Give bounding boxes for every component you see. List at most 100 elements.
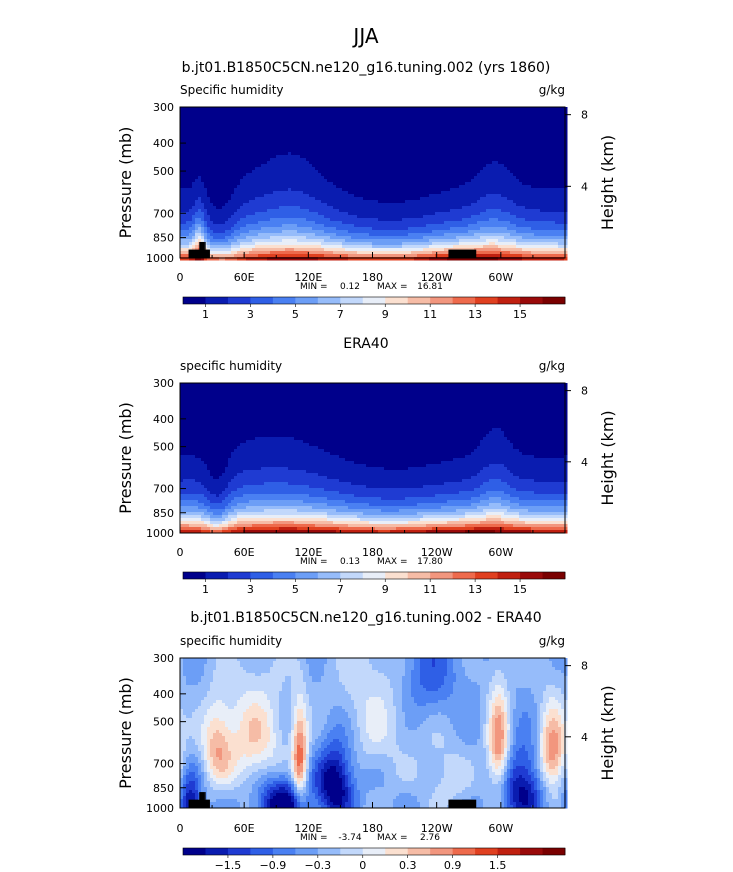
heatmap-cell <box>540 182 544 186</box>
heatmap-cell <box>234 215 238 219</box>
heatmap-cell <box>237 125 241 129</box>
heatmap-cell <box>210 128 214 132</box>
heatmap-cell <box>327 191 331 195</box>
heatmap-cell <box>540 149 544 153</box>
heatmap-cell <box>522 212 526 216</box>
heatmap-cell <box>243 218 247 222</box>
heatmap-cell <box>348 161 352 165</box>
heatmap-cell <box>288 125 292 129</box>
heatmap-cell <box>396 191 400 195</box>
heatmap-cell <box>276 116 280 120</box>
heatmap-cell <box>555 107 559 111</box>
heatmap-cell <box>426 173 430 177</box>
heatmap-cell <box>390 218 394 222</box>
heatmap-cell <box>195 215 199 219</box>
heatmap-cell <box>408 167 412 171</box>
heatmap-cell <box>333 191 337 195</box>
heatmap-cell <box>402 200 406 204</box>
heatmap-cell <box>258 191 262 195</box>
heatmap-cell <box>309 125 313 129</box>
heatmap-cell <box>381 206 385 210</box>
heatmap-cell <box>225 125 229 129</box>
heatmap-cell <box>180 179 184 183</box>
right-label: g/kg <box>539 83 565 97</box>
heatmap-cell <box>288 140 292 144</box>
heatmap-cell <box>216 122 220 126</box>
heatmap-cell <box>549 152 553 156</box>
heatmap-cell <box>372 146 376 150</box>
heatmap-cell <box>516 203 520 207</box>
heatmap-cell <box>321 203 325 207</box>
heatmap-cell <box>483 197 487 201</box>
heatmap-cell <box>471 158 475 162</box>
heatmap-cell <box>405 155 409 159</box>
heatmap-cell <box>468 125 472 129</box>
heatmap-cell <box>264 203 268 207</box>
heatmap-cell <box>309 128 313 132</box>
heatmap-cell <box>267 107 271 111</box>
heatmap-cell <box>258 149 262 153</box>
heatmap-cell <box>483 152 487 156</box>
heatmap-cell <box>561 200 565 204</box>
heatmap-cell <box>453 161 457 165</box>
heatmap-cell <box>183 146 187 150</box>
heatmap-cell <box>504 200 508 204</box>
heatmap-cell <box>492 128 496 132</box>
heatmap-cell <box>525 194 529 198</box>
heatmap-cell <box>423 113 427 117</box>
heatmap-cell <box>396 149 400 153</box>
heatmap-cell <box>480 173 484 177</box>
heatmap-cell <box>336 188 340 192</box>
heatmap-cell <box>441 110 445 114</box>
heatmap-cell <box>276 221 280 225</box>
heatmap-cell <box>327 173 331 177</box>
heatmap-cell <box>489 218 493 222</box>
heatmap-cell <box>375 128 379 132</box>
heatmap-cell <box>444 170 448 174</box>
heatmap-cell <box>243 221 247 225</box>
heatmap-cell <box>399 149 403 153</box>
heatmap-cell <box>342 170 346 174</box>
heatmap-cell <box>345 131 349 135</box>
heatmap-cell <box>561 179 565 183</box>
heatmap-cell <box>453 212 457 216</box>
heatmap-cell <box>414 116 418 120</box>
heatmap-cell <box>321 143 325 147</box>
heatmap-cell <box>486 212 490 216</box>
heatmap-cell <box>216 155 220 159</box>
heatmap-cell <box>507 209 511 213</box>
heatmap-cell <box>420 113 424 117</box>
heatmap-cell <box>522 107 526 111</box>
heatmap-cell <box>543 203 547 207</box>
heatmap-cell <box>234 107 238 111</box>
heatmap-cell <box>516 188 520 192</box>
heatmap-cell <box>378 110 382 114</box>
heatmap-cell <box>534 107 538 111</box>
heatmap-cell <box>420 194 424 198</box>
heatmap-cell <box>348 155 352 159</box>
heatmap-cell <box>336 143 340 147</box>
heatmap-cell <box>534 197 538 201</box>
heatmap-cell <box>324 122 328 126</box>
heatmap-cell <box>540 152 544 156</box>
heatmap-cell <box>552 119 556 123</box>
heatmap-cell <box>516 185 520 189</box>
heatmap-cell <box>528 212 532 216</box>
heatmap-cell <box>312 167 316 171</box>
heatmap-cell <box>468 110 472 114</box>
heatmap-cell <box>231 110 235 114</box>
heatmap-cell <box>207 212 211 216</box>
heatmap-cell <box>225 146 229 150</box>
heatmap-cell <box>222 149 226 153</box>
heatmap-cell <box>267 158 271 162</box>
heatmap-cell <box>261 167 265 171</box>
heatmap-cell <box>282 152 286 156</box>
heatmap-cell <box>213 221 217 225</box>
heatmap-cell <box>279 122 283 126</box>
heatmap-cell <box>303 146 307 150</box>
heatmap-cell <box>486 182 490 186</box>
heatmap-cell <box>309 143 313 147</box>
heatmap-cell <box>285 137 289 141</box>
heatmap-cell <box>441 149 445 153</box>
heatmap-cell <box>501 116 505 120</box>
